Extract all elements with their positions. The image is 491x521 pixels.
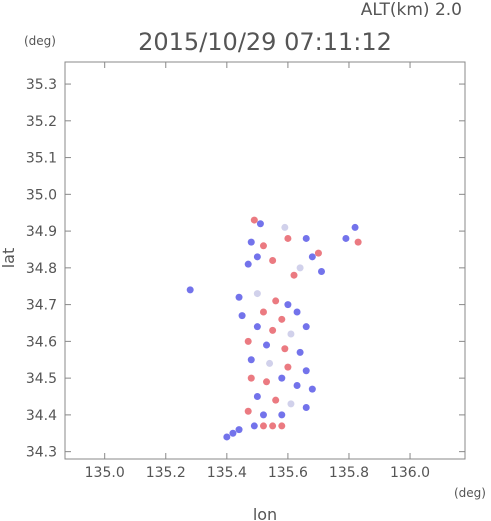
data-point [250,216,258,224]
y-tick-label: 34.3 [26,445,57,461]
data-point [259,242,267,250]
data-point [351,223,359,231]
data-point [287,330,295,338]
y-tick-label: 34.5 [26,371,57,387]
data-point [269,326,277,334]
data-point [223,433,231,441]
data-point [290,271,298,279]
data-point [281,223,289,231]
data-point [266,359,274,367]
data-point [278,374,286,382]
data-point [302,234,310,242]
data-point [269,257,277,264]
data-point [287,400,295,408]
x-tick-label: 135.2 [146,465,186,481]
data-point [278,315,286,323]
data-point [259,422,267,430]
data-point [259,308,267,316]
data-point [263,341,271,349]
timestamp-title: 2015/10/29 07:11:12 [138,28,392,56]
axis-ticks: 135.0 135.2 135.4 135.6 135.8 136.0 34.3 34.4 34… [26,62,465,481]
data-point [229,429,237,437]
y-tick-label: 34.4 [26,408,57,424]
data-point [284,301,292,309]
data-point [186,286,194,294]
data-point [308,385,316,393]
data-point [253,290,261,298]
x-tick-label: 136.0 [390,465,430,481]
data-point [272,396,280,404]
data-point [256,220,264,228]
y-tick-label: 35.3 [26,77,57,93]
data-point [278,422,286,430]
data-point [244,260,252,268]
data-point [278,411,286,419]
data-point [244,407,252,415]
data-point [272,297,280,305]
data-points [186,216,362,441]
data-point [250,422,258,430]
data-point [253,253,261,261]
y-tick-label: 34.8 [26,261,57,277]
data-point [238,312,246,320]
y-unit-label: (deg) [24,34,56,48]
data-point [269,422,277,430]
data-point [259,411,267,419]
x-tick-label: 135.6 [268,465,308,481]
y-tick-label: 34.7 [26,298,57,314]
data-point [244,337,252,345]
data-point [342,234,350,242]
data-point [284,363,292,371]
y-axis-label: lat [0,248,18,269]
data-point [235,426,243,434]
data-point [296,264,304,272]
data-point [247,374,255,382]
data-point [354,238,362,246]
x-unit-label: (deg) [454,486,486,500]
data-point [293,381,301,389]
y-tick-label: 35.1 [26,151,57,167]
y-tick-label: 35.0 [26,187,57,203]
y-tick-label: 34.9 [26,224,57,240]
data-point [281,345,289,353]
data-point [302,367,310,375]
x-tick-label: 135.0 [85,465,125,481]
data-point [314,249,322,257]
y-tick-label: 34.6 [26,334,57,350]
data-point [263,378,271,386]
y-tick-label: 35.2 [26,114,57,130]
x-tick-label: 135.4 [207,465,247,481]
data-point [253,323,261,331]
data-point [235,293,243,301]
data-point [284,234,292,242]
x-axis-label: lon [253,505,277,521]
data-point [296,348,304,356]
data-point [293,308,301,316]
data-point [247,356,255,364]
data-point [253,393,261,401]
data-point [302,323,310,331]
x-tick-label: 135.8 [329,465,369,481]
plot-frame [64,61,466,460]
data-point [247,238,255,246]
data-point [302,404,310,412]
data-point [317,268,325,276]
altitude-label: ALT(km) 2.0 [361,0,462,20]
data-point [308,253,316,261]
